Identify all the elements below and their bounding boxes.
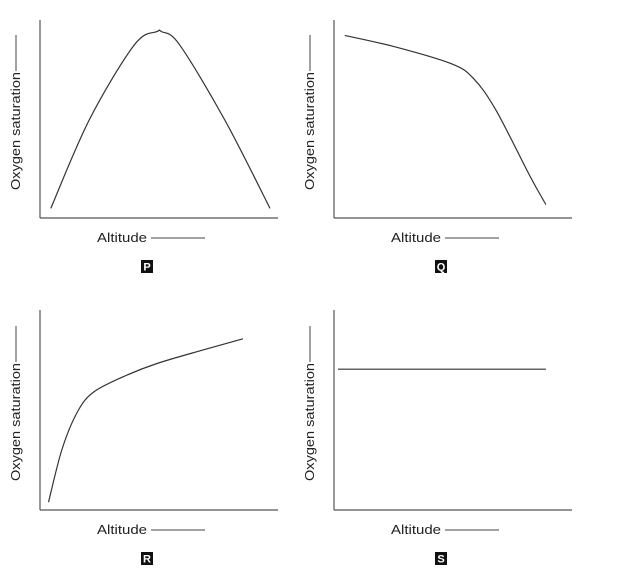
panel-label: S (437, 554, 444, 566)
panel-label-badge (141, 260, 153, 273)
panel-label: R (143, 554, 151, 566)
panel-q: Oxygen saturation Altitude Q (302, 20, 572, 274)
x-axis-label: Altitude (391, 522, 441, 537)
y-axis-label: Oxygen saturation (302, 72, 317, 190)
panel-s: Oxygen saturation Altitude S (302, 310, 572, 566)
panel-label-badge (141, 552, 153, 565)
series-line (47, 338, 244, 503)
series-line (344, 34, 547, 205)
panel-p: Oxygen saturation Altitude P (8, 20, 278, 274)
x-axis-label: Altitude (97, 522, 147, 537)
panel-label-badge (435, 552, 447, 565)
panel-label-badge (435, 260, 447, 273)
series-line (50, 29, 271, 209)
y-axis-label: Oxygen saturation (8, 72, 23, 190)
x-axis-label: Altitude (391, 230, 441, 245)
y-axis-label: Oxygen saturation (8, 363, 23, 481)
panel-label: Q (437, 262, 446, 274)
panel-label: P (143, 262, 150, 274)
x-axis-label: Altitude (97, 230, 147, 245)
panel-r: Oxygen saturation Altitude R (8, 310, 278, 566)
y-axis-label: Oxygen saturation (302, 363, 317, 481)
